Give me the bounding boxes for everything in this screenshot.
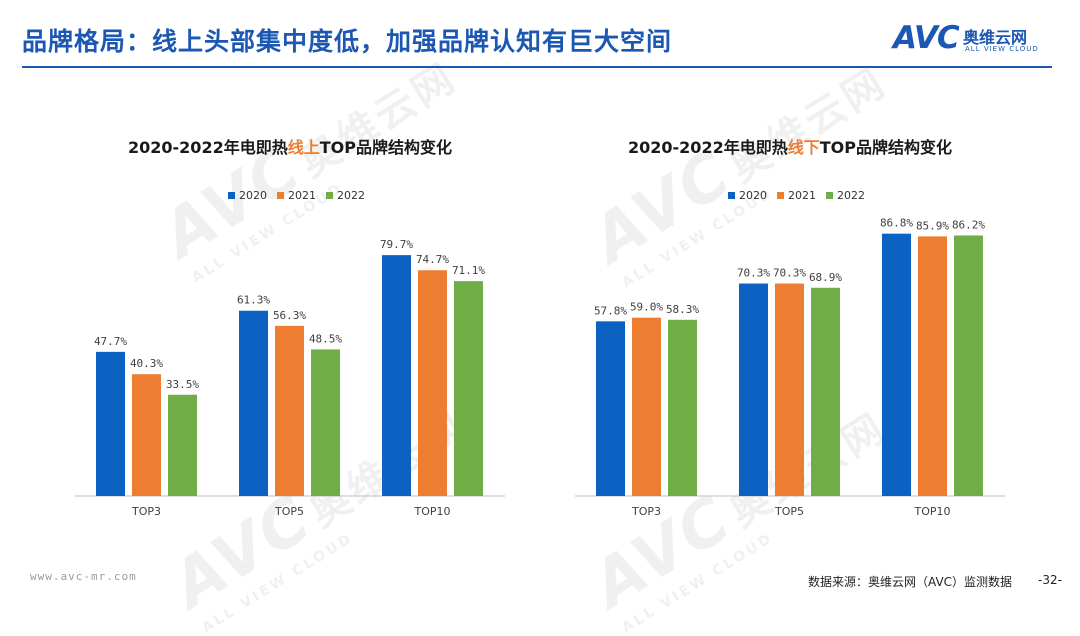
chart-online-title: 2020-2022年电即热线上TOP品牌结构变化: [70, 134, 510, 158]
bar-top5-2020: [739, 283, 768, 496]
legend-swatch-2022: [826, 192, 833, 199]
chart-offline-title-highlight: 线下: [787, 138, 820, 157]
watermark-cn: 奥维云网: [291, 54, 466, 187]
chart-online-title-highlight: 线上: [287, 138, 320, 157]
bar-top3-2020: [96, 351, 125, 496]
category-label-top5: TOP5: [274, 505, 304, 518]
bar-top5-2021: [275, 325, 304, 496]
legend-swatch-2021: [777, 192, 784, 199]
chart-online-title-suffix: TOP品牌结构变化: [319, 138, 452, 157]
watermark-cn: 奥维云网: [721, 59, 896, 192]
legend-label-2021: 2021: [788, 189, 816, 202]
chart-offline-title-prefix: 2020-2022年电即热: [628, 138, 788, 157]
chart-online-title-prefix: 2020-2022年电即热: [128, 138, 288, 157]
legend-label-2021: 2021: [288, 189, 316, 202]
data-label-top10-2020: 79.7%: [380, 238, 413, 251]
category-label-top10: TOP10: [913, 505, 950, 518]
data-label-top3-2021: 59.0%: [630, 301, 663, 314]
data-label-top3-2022: 33.5%: [166, 378, 199, 391]
bar-top5-2022: [811, 287, 840, 496]
legend-swatch-2021: [277, 192, 284, 199]
bar-top3-2020: [596, 321, 625, 496]
data-label-top5-2020: 61.3%: [237, 294, 270, 307]
data-label-top10-2022: 86.2%: [952, 218, 985, 231]
bar-top3-2021: [132, 374, 161, 496]
logo-cn: 奥维云网: [963, 28, 1028, 47]
chart-offline-legend: 2020 2021 2022: [728, 189, 865, 202]
data-label-top5-2022: 68.9%: [809, 271, 842, 284]
logo-mark: AVC: [893, 20, 960, 56]
data-label-top10-2020: 86.8%: [880, 217, 913, 230]
data-label-top3-2020: 57.8%: [594, 304, 627, 317]
bar-top10-2022: [954, 235, 983, 496]
legend-label-2022: 2022: [337, 189, 365, 202]
bar-top5-2020: [239, 310, 268, 496]
chart-offline-title-suffix: TOP品牌结构变化: [819, 138, 952, 157]
data-label-top3-2020: 47.7%: [94, 335, 127, 348]
bar-top5-2022: [311, 349, 340, 496]
data-label-top10-2021: 85.9%: [916, 219, 949, 232]
avc-logo: AVC 奥维云网 ALL VIEW CLOUD: [893, 20, 1063, 60]
bar-top3-2021: [632, 317, 661, 496]
legend-label-2020: 2020: [739, 189, 767, 202]
page-title: 品牌格局：线上头部集中度低，加强品牌认知有巨大空间: [22, 27, 673, 56]
category-label-top10: TOP10: [413, 505, 450, 518]
category-label-top3: TOP3: [131, 505, 161, 518]
legend-item-2022: 2022: [326, 189, 365, 202]
data-label-top5-2022: 48.5%: [309, 332, 342, 345]
data-label-top10-2022: 71.1%: [452, 264, 485, 277]
bar-top10-2021: [918, 236, 947, 496]
bar-top3-2022: [668, 319, 697, 496]
category-label-top5: TOP5: [774, 505, 804, 518]
data-label-top5-2021: 56.3%: [273, 309, 306, 322]
chart-online-plot: 47.7%40.3%33.5% TOP3 61.3%56.3%48.5% TOP5 79…: [75, 238, 505, 518]
data-label-top3-2022: 58.3%: [666, 303, 699, 316]
category-label-top3: TOP3: [631, 505, 661, 518]
legend-swatch-2020: [728, 192, 735, 199]
legend-item-2020: 2020: [228, 189, 267, 202]
data-label-top5-2021: 70.3%: [773, 267, 806, 280]
chart-offline-title: 2020-2022年电即热线下TOP品牌结构变化: [570, 134, 1010, 158]
legend-item-2021: 2021: [277, 189, 316, 202]
bar-top3-2022: [168, 394, 197, 496]
legend-swatch-2020: [228, 192, 235, 199]
bar-top5-2021: [775, 283, 804, 496]
page-number: -32-: [1038, 573, 1062, 587]
legend-item-2022: 2022: [826, 189, 865, 202]
data-label-top10-2021: 74.7%: [416, 253, 449, 266]
footer-url: www.avc-mr.com: [30, 570, 137, 583]
header-divider: [22, 66, 1052, 68]
data-label-top3-2021: 40.3%: [130, 357, 163, 370]
legend-item-2021: 2021: [777, 189, 816, 202]
bar-top10-2020: [382, 255, 411, 496]
legend-swatch-2022: [326, 192, 333, 199]
chart-online-legend: 2020 2021 2022: [228, 189, 365, 202]
bar-top10-2021: [418, 270, 447, 496]
logo-en: ALL VIEW CLOUD: [965, 45, 1039, 53]
bar-top10-2020: [882, 233, 911, 496]
data-label-top5-2020: 70.3%: [737, 267, 770, 280]
legend-item-2020: 2020: [728, 189, 767, 202]
legend-label-2020: 2020: [239, 189, 267, 202]
bar-top10-2022: [454, 281, 483, 496]
footer-source: 数据来源：奥维云网（AVC）监测数据: [808, 575, 1013, 589]
legend-label-2022: 2022: [837, 189, 865, 202]
